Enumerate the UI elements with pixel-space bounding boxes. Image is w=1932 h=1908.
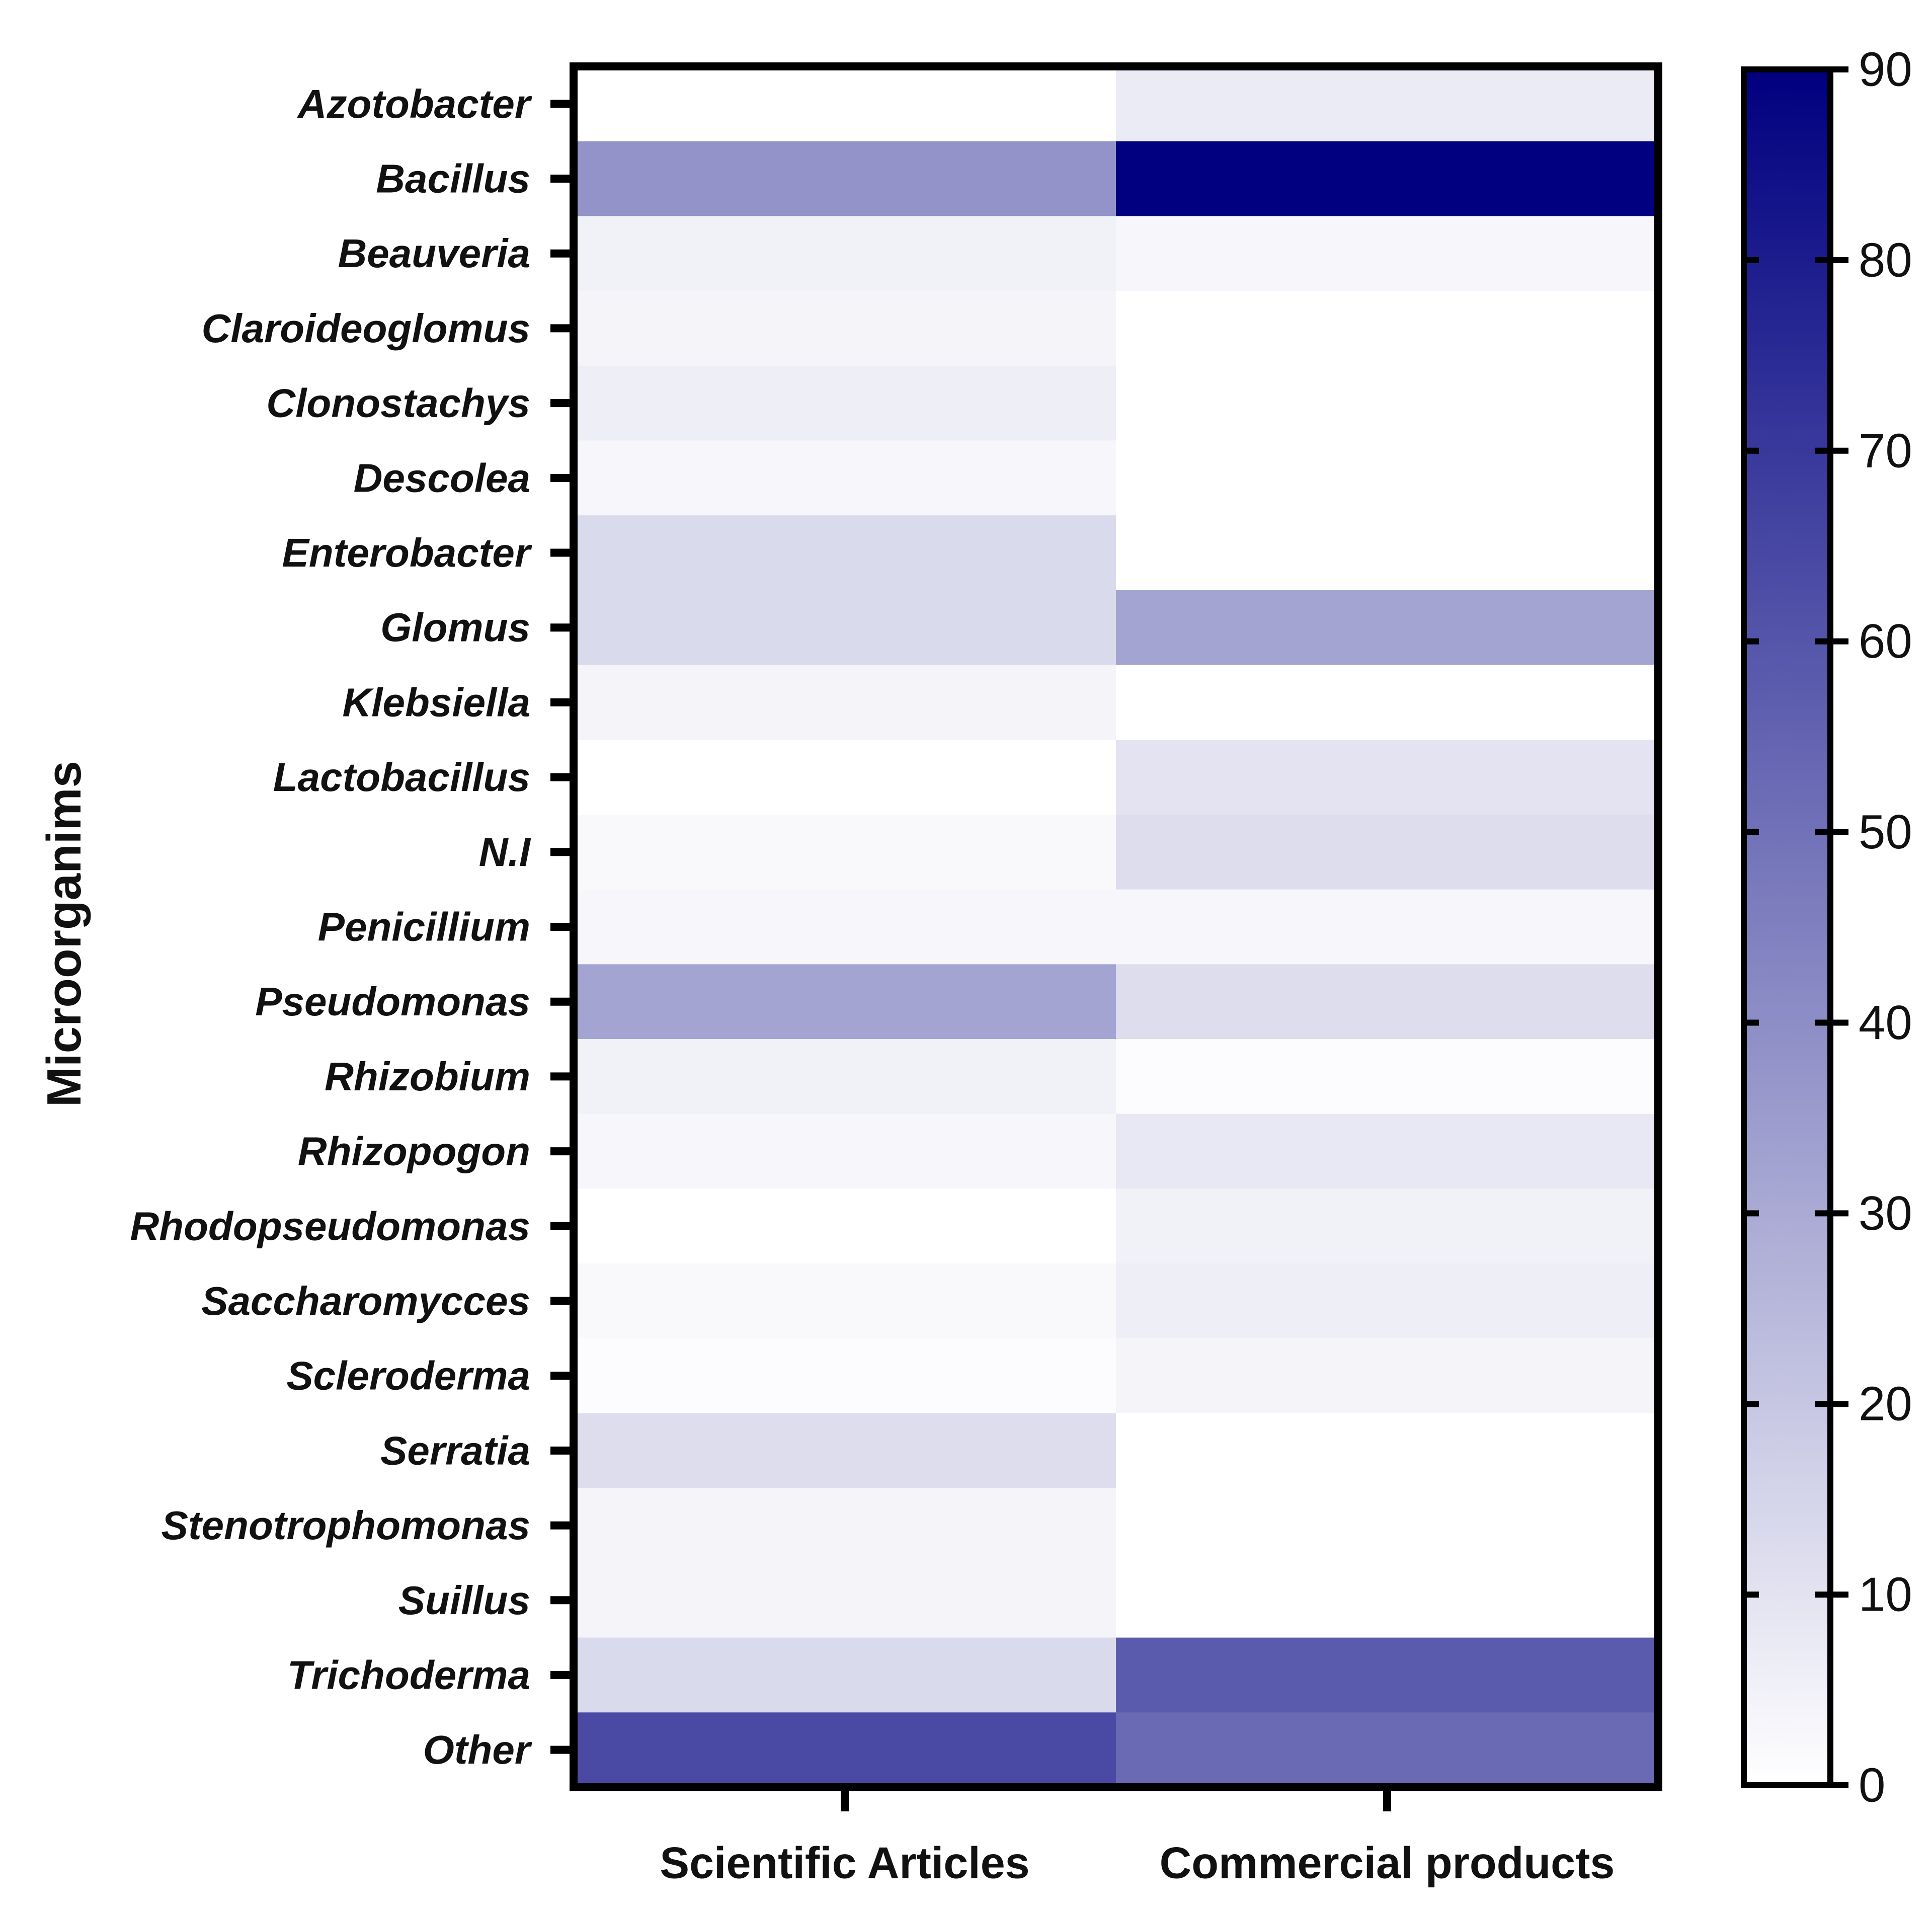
heatmap-cell: Suillus / Commercial products: 0 [1116,1562,1659,1638]
y-tick-label: Enterobacter [282,530,532,575]
y-tick-label: Azotobacter [297,82,532,126]
x-axis-labels: Scientific Articles Commercial products [660,1838,1615,1888]
heatmap-cell: Bacillus / Commercial products: 90 [1116,141,1659,216]
y-tick-label: Scleroderma [286,1354,530,1398]
x-axis-ticks [841,1787,1391,1811]
y-tick-label: Trichoderma [287,1652,530,1697]
x-tick-label: Commercial products [1160,1838,1615,1888]
colorbar-tick-label: 80 [1859,233,1912,287]
y-tick-label: Penicillium [318,905,530,949]
colorbar-labels: 0 10 20 30 40 50 60 70 80 90 [1859,43,1912,1812]
heatmap-cell: Pseudomonas / Commercial products: 12 [1116,964,1659,1040]
heatmap-cell: Rhizobium / Commercial products: 1 [1116,1039,1659,1115]
y-tick-label: Bacillus [376,156,530,201]
y-tick-label: Suillus [398,1578,530,1623]
x-tick-label: Scientific Articles [660,1838,1029,1888]
heatmap-cell: Beauveria / Commercial products: 3 [1116,216,1659,291]
heatmap-cell: Glomus / Scientific Articles: 13 [574,590,1116,666]
heatmap-cell: Pseudomonas / Scientific Articles: 32 [574,964,1116,1040]
y-tick-label: Klebsiella [342,680,530,725]
colorbar-tick-label: 10 [1859,1568,1912,1622]
colorbar-tick-label: 90 [1859,43,1912,97]
heatmap-cell: N.I / Scientific Articles: 2 [574,814,1116,890]
heatmap-cell: Enterobacter / Scientific Articles: 13 [574,515,1116,591]
colorbar-tick-label: 20 [1859,1377,1912,1431]
heatmap-cell: Azotobacter / Commercial products: 7 [1116,66,1659,142]
y-tick-label: Stenotrophomonas [162,1503,530,1548]
heatmap-cell: Enterobacter / Commercial products: 0 [1116,515,1659,591]
y-tick-label: Lactobacillus [273,755,530,800]
colorbar-tick-label: 60 [1859,614,1912,668]
heatmap-cell: Rhizobium / Scientific Articles: 5 [574,1039,1116,1115]
colorbar-tick-label: 70 [1859,424,1912,478]
heatmap-cell: Clonostachys / Commercial products: 0 [1116,365,1659,441]
heatmap-cell: Stenotrophomonas / Scientific Articles: … [574,1488,1116,1563]
heatmap-cell: Beauveria / Scientific Articles: 5 [574,216,1116,291]
y-axis-ticks [550,100,574,1754]
heatmap-cell: Lactobacillus / Scientific Articles: 0 [574,740,1116,815]
heatmap-cell: Other / Scientific Articles: 64 [574,1712,1116,1788]
heatmap-cell: Trichoderma / Commercial products: 58 [1116,1637,1659,1713]
y-tick-label: Glomus [380,605,530,650]
heatmap-cell: Saccharomycces / Commercial products: 6 [1116,1263,1659,1339]
heatmap-cell: N.I / Commercial products: 12 [1116,814,1659,890]
heatmap-cell: Lactobacillus / Commercial products: 10 [1116,740,1659,815]
heatmap-cell: Penicillium / Commercial products: 3 [1116,889,1659,965]
heatmap-cell: Rhodopseudomonas / Commercial products: … [1116,1188,1659,1264]
y-tick-label: Beauveria [338,231,530,276]
colorbar-tick-label: 0 [1859,1759,1885,1812]
heatmap-cell: Bacillus / Scientific Articles: 38 [574,141,1116,216]
heatmap-cell: Glomus / Commercial products: 32 [1116,590,1659,666]
heatmap-cell: Rhizopogon / Commercial products: 8 [1116,1114,1659,1189]
heatmap-cell: Saccharomycces / Scientific Articles: 2 [574,1263,1116,1339]
y-tick-label: Rhodopseudomonas [130,1204,530,1248]
heatmap-cell: Clonostachys / Scientific Articles: 6 [574,365,1116,441]
heatmap-cell: Scleroderma / Commercial products: 4 [1116,1338,1659,1414]
y-axis-title: Microorganims [37,761,91,1107]
y-tick-label: Claroideoglomus [202,306,530,351]
y-tick-label: Rhizobium [325,1054,530,1099]
heatmap-cell: Rhizopogon / Scientific Articles: 3 [574,1114,1116,1189]
y-tick-label: Descolea [354,455,530,500]
y-tick-label: Rhizopogon [298,1129,530,1174]
heatmap-cell: Klebsiella / Commercial products: 0 [1116,665,1659,740]
heatmap-cell: Descolea / Scientific Articles: 3 [574,440,1116,516]
heatmap-cell: Trichoderma / Scientific Articles: 13 [574,1637,1116,1713]
y-tick-label: Clonostachys [266,381,530,426]
heatmap-cells: Azotobacter / Scientific Articles: 0Azot… [574,66,1659,1788]
heatmap-cell: Descolea / Commercial products: 0 [1116,440,1659,516]
heatmap-cell: Klebsiella / Scientific Articles: 4 [574,665,1116,740]
y-axis-labels: Azotobacter Bacillus Beauveria Claroideoglo… [130,82,532,1772]
colorbar-ticks [1743,66,1848,1788]
colorbar-tick-label: 40 [1859,996,1912,1050]
colorbar-tick-label: 50 [1859,805,1912,859]
heatmap-cell: Suillus / Scientific Articles: 4 [574,1562,1116,1638]
colorbar-tick-label: 30 [1859,1186,1912,1240]
colorbar [1741,66,1833,1788]
heatmap-cell: Claroideoglomus / Scientific Articles: 4 [574,291,1116,366]
heatmap-cell: Rhodopseudomonas / Scientific Articles: … [574,1188,1116,1264]
y-tick-label: Serratia [380,1428,530,1473]
y-tick-label: Pseudomonas [255,979,530,1024]
heatmap-cell: Azotobacter / Scientific Articles: 0 [574,66,1116,142]
heatmap-cell: Other / Commercial products: 53 [1116,1712,1659,1788]
heatmap-cell: Serratia / Commercial products: 0 [1116,1413,1659,1488]
heatmap-cell: Serratia / Scientific Articles: 12 [574,1413,1116,1488]
heatmap-cell: Stenotrophomonas / Commercial products: … [1116,1488,1659,1563]
heatmap-cell: Claroideoglomus / Commercial products: 0 [1116,291,1659,366]
heatmap-cell: Penicillium / Scientific Articles: 3 [574,889,1116,965]
heatmap-cell: Scleroderma / Scientific Articles: 1 [574,1338,1116,1414]
y-tick-label: Other [423,1727,532,1772]
y-tick-label: Saccharomycces [201,1279,530,1323]
y-tick-label: N.I [479,830,531,874]
